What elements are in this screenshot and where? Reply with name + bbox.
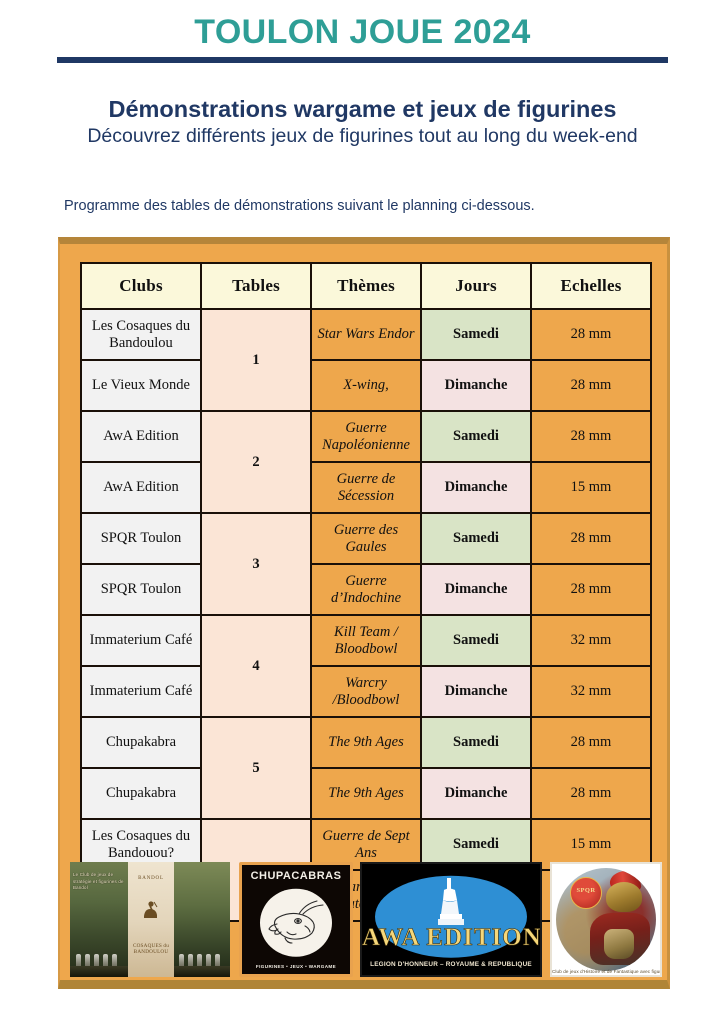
spqr-seal-text: SPQR: [576, 887, 596, 894]
cell-club: Chupakabra: [80, 716, 202, 769]
logo-cosaques-du-bandoulou: Le Club de jeux de stratégie et figurine…: [70, 862, 230, 977]
cell-day: Samedi: [420, 410, 532, 463]
column-header-clubs: Clubs: [80, 262, 202, 310]
cell-theme: Guerre des Gaules: [310, 512, 422, 565]
table-row: AwA Edition Guerre de Sécession Dimanche…: [80, 461, 652, 514]
cell-scale: 28 mm: [530, 563, 652, 616]
column-header-themes: Thèmes: [310, 262, 422, 310]
title-divider: [57, 57, 668, 63]
cell-theme: The 9th Ages: [310, 716, 422, 769]
cell-theme: Guerre de Sécession: [310, 461, 422, 514]
cell-table-number: 1: [200, 308, 312, 412]
logo-awa-edition: AWA EDITION LEGION D'HONNEUR – ROYAUME &…: [360, 862, 542, 977]
column-header-jours: Jours: [420, 262, 532, 310]
chupacabras-wordmark: CHUPACABRAS: [250, 870, 342, 882]
cell-club: SPQR Toulon: [80, 512, 202, 565]
column-header-echelles: Echelles: [530, 262, 652, 310]
cell-theme: The 9th Ages: [310, 767, 422, 820]
cell-table-number: 2: [200, 410, 312, 514]
cell-scale: 28 mm: [530, 512, 652, 565]
logo-spqr-toulon: SPQR Club de jeux d'Histoire et de Fanta…: [550, 862, 662, 977]
cell-scale: 15 mm: [530, 461, 652, 514]
cell-theme: Kill Team / Bloodbowl: [310, 614, 422, 667]
cell-club: SPQR Toulon: [80, 563, 202, 616]
sponsor-logo-strip: Le Club de jeux de stratégie et figurine…: [60, 862, 672, 980]
cell-theme: Guerre d’Indochine: [310, 563, 422, 616]
cell-club: AwA Edition: [80, 410, 202, 463]
table-row: AwA Edition 2 Guerre Napoléonienne Samed…: [80, 410, 652, 514]
page-title: TOULON JOUE 2024: [194, 13, 531, 51]
cell-scale: 28 mm: [530, 359, 652, 412]
cell-club: AwA Edition: [80, 461, 202, 514]
subtitle-heading: Démonstrations wargame et jeux de figuri…: [108, 96, 617, 122]
cosaques-photo-caption: Le Club de jeux de stratégie et figurine…: [73, 872, 124, 891]
spqr-caption: Club de jeux d'Histoire et de Fantastiqu…: [552, 969, 662, 974]
cell-table-number: 4: [200, 614, 312, 718]
cell-scale: 28 mm: [530, 410, 652, 463]
awa-wordmark: AWA EDITION: [362, 924, 542, 952]
goat-head-icon: [268, 899, 324, 944]
cosaques-label-top: BANDOL: [138, 876, 164, 881]
spqr-seal-icon: SPQR: [570, 877, 602, 909]
logo-chupacabras: CHUPACABRAS FIGURINES • JEUX • WARGAME: [239, 862, 353, 977]
cell-scale: 28 mm: [530, 308, 652, 361]
schedule-panel: Clubs Tables Thèmes Jours Echelles Les C…: [58, 237, 670, 989]
cosaques-photo-right: [174, 862, 230, 977]
schedule-table: Clubs Tables Thèmes Jours Echelles Les C…: [80, 262, 652, 922]
cell-day: Samedi: [420, 716, 532, 769]
table-row: Immaterium Café 4 Kill Team / Bloodbowl …: [80, 614, 652, 718]
table-row: Le Vieux Monde X-wing, Dimanche 28 mm: [80, 359, 652, 412]
cell-day: Samedi: [420, 308, 532, 361]
cell-day: Dimanche: [420, 767, 532, 820]
statue-icon: [438, 878, 464, 925]
table-row: SPQR Toulon 3 Guerre des Gaules Samedi 2…: [80, 512, 652, 616]
table-row: Les Cosaques du Bandoulou 1 Star Wars En…: [80, 308, 652, 412]
helmet-icon: [606, 882, 642, 912]
cell-club: Le Vieux Monde: [80, 359, 202, 412]
cosaques-label-bottom: COSAQUES du BANDOULOU: [132, 943, 170, 955]
cell-day: Samedi: [420, 512, 532, 565]
table-row: Chupakabra 5 The 9th Ages Samedi 28 mm: [80, 716, 652, 820]
cell-day: Samedi: [420, 614, 532, 667]
cell-scale: 32 mm: [530, 614, 652, 667]
cell-day: Dimanche: [420, 563, 532, 616]
awa-tagline: LEGION D'HONNEUR – ROYAUME & REPUBLIQUE: [370, 961, 532, 968]
cell-club: Chupakabra: [80, 767, 202, 820]
cell-scale: 28 mm: [530, 767, 652, 820]
table-row: Chupakabra The 9th Ages Dimanche 28 mm: [80, 767, 652, 820]
subtitle-description: Découvrez différents jeux de figurines t…: [87, 125, 638, 148]
cell-theme: Guerre Napoléonienne: [310, 410, 422, 463]
subtitle-block: Démonstrations wargame et jeux de figuri…: [0, 96, 725, 149]
cell-day: Dimanche: [420, 359, 532, 412]
cell-day: Dimanche: [420, 665, 532, 718]
cosaques-wine-label: BANDOL COSAQUES du BANDOULOU: [128, 862, 174, 977]
cell-club: Les Cosaques du Bandoulou: [80, 308, 202, 361]
cell-day: Dimanche: [420, 461, 532, 514]
chupacabras-tagline: FIGURINES • JEUX • WARGAME: [255, 964, 337, 969]
cell-theme: X-wing,: [310, 359, 422, 412]
table-row: SPQR Toulon Guerre d’Indochine Dimanche …: [80, 563, 652, 616]
cell-scale: 32 mm: [530, 665, 652, 718]
cosaques-rider-icon: [144, 901, 158, 918]
legionary-armour: [604, 929, 634, 959]
cell-day: Samedi: [420, 818, 532, 871]
cell-club: Immaterium Café: [80, 665, 202, 718]
table-row: Immaterium Café Warcry /Bloodbowl Dimanc…: [80, 665, 652, 718]
cell-table-number: 5: [200, 716, 312, 820]
cell-table-number: 3: [200, 512, 312, 616]
table-header-row: Clubs Tables Thèmes Jours Echelles: [80, 262, 652, 310]
cell-theme: Warcry /Bloodbowl: [310, 665, 422, 718]
cosaques-photo-left: Le Club de jeux de stratégie et figurine…: [70, 862, 128, 977]
cell-theme: Star Wars Endor: [310, 308, 422, 361]
intro-paragraph: Programme des tables de démonstrations s…: [64, 198, 535, 214]
cell-club: Immaterium Café: [80, 614, 202, 667]
cell-scale: 28 mm: [530, 716, 652, 769]
column-header-tables: Tables: [200, 262, 312, 310]
spqr-scene: SPQR: [556, 868, 656, 971]
